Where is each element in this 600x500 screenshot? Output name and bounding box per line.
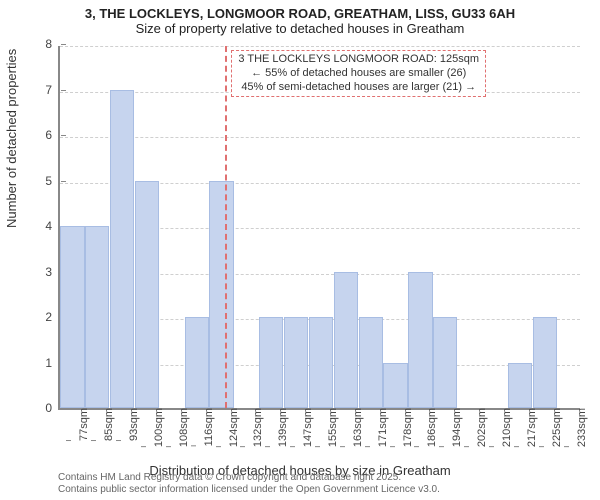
reference-marker (225, 46, 227, 408)
bar (334, 272, 358, 409)
x-tick: 108sqm (172, 408, 190, 447)
callout-line: 45% of semi-detached houses are larger (… (238, 81, 479, 95)
y-tick: 3 (45, 265, 60, 279)
chart-plot-area: 01234567877sqm85sqm93sqm100sqm108sqm116s… (58, 46, 580, 410)
bar (259, 317, 283, 408)
x-tick: 225sqm (545, 408, 563, 447)
x-tick: 100sqm (147, 408, 165, 447)
callout-box: 3 THE LOCKLEYS LONGMOOR ROAD: 125sqm← 55… (231, 50, 486, 97)
bar (508, 363, 532, 409)
bar (383, 363, 407, 409)
bar (359, 317, 383, 408)
x-tick: 210sqm (495, 408, 513, 447)
attribution-line-2: Contains public sector information licen… (58, 484, 440, 496)
y-tick: 0 (45, 401, 60, 415)
bar (85, 226, 109, 408)
bar (533, 317, 557, 408)
x-tick: 217sqm (520, 408, 538, 447)
bar (135, 181, 159, 409)
x-tick: 202sqm (470, 408, 488, 447)
x-tick: 139sqm (271, 408, 289, 447)
x-tick: 132sqm (246, 408, 264, 447)
x-tick: 171sqm (371, 408, 389, 447)
bar (284, 317, 308, 408)
x-tick: 178sqm (396, 408, 414, 447)
chart-title-sub: Size of property relative to detached ho… (0, 21, 600, 40)
bar (408, 272, 432, 409)
x-tick: 194sqm (445, 408, 463, 447)
gridline (60, 46, 580, 47)
x-tick: 155sqm (321, 408, 339, 447)
bar (209, 181, 233, 409)
bar (60, 226, 84, 408)
chart-title-main: 3, THE LOCKLEYS, LONGMOOR ROAD, GREATHAM… (0, 0, 600, 21)
x-tick: 124sqm (222, 408, 240, 447)
x-tick: 77sqm (72, 408, 90, 441)
x-tick: 186sqm (420, 408, 438, 447)
x-tick: 163sqm (346, 408, 364, 447)
y-tick: 5 (45, 174, 60, 188)
y-tick: 7 (45, 83, 60, 97)
attribution-line-1: Contains HM Land Registry data © Crown c… (58, 472, 440, 484)
gridline (60, 137, 580, 138)
y-tick: 8 (45, 37, 60, 51)
chart-attribution: Contains HM Land Registry data © Crown c… (58, 472, 440, 496)
bar (185, 317, 209, 408)
callout-line: ← 55% of detached houses are smaller (26… (238, 67, 479, 81)
x-tick: 116sqm (197, 408, 215, 446)
x-tick: 85sqm (97, 408, 115, 441)
x-tick: 93sqm (122, 408, 140, 441)
callout-line: 3 THE LOCKLEYS LONGMOOR ROAD: 125sqm (238, 53, 479, 67)
bar (309, 317, 333, 408)
x-tick: 233sqm (570, 408, 588, 447)
y-axis-label: Number of detached properties (4, 49, 19, 228)
y-tick: 4 (45, 219, 60, 233)
bar (110, 90, 134, 409)
x-tick: 147sqm (296, 408, 314, 447)
y-tick: 1 (45, 356, 60, 370)
y-tick: 6 (45, 128, 60, 142)
bar (433, 317, 457, 408)
y-tick: 2 (45, 310, 60, 324)
